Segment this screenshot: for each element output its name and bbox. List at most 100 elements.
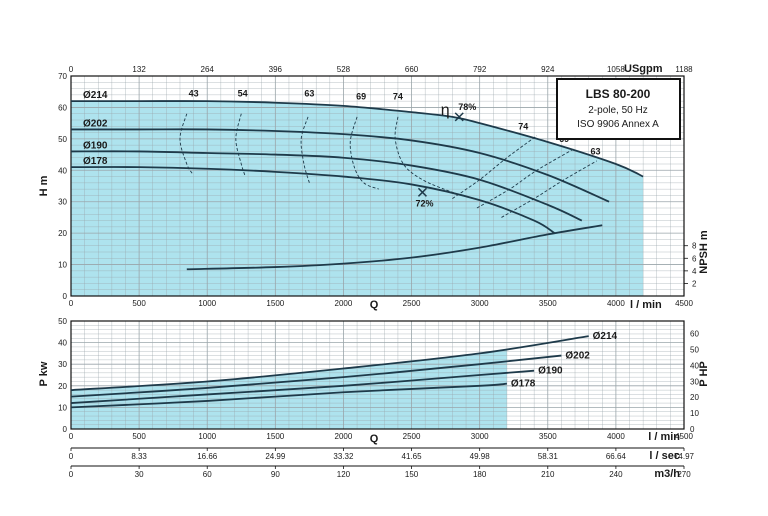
head-curve xyxy=(71,128,610,203)
power-hp-tick: 40 xyxy=(690,361,699,370)
flow-unit-label: l / min xyxy=(648,431,680,443)
usgpm-tick: 660 xyxy=(405,65,419,74)
npsh-curve-group xyxy=(186,224,603,271)
head-axis-label: H m xyxy=(38,175,50,196)
flow-scale-tick: 41.65 xyxy=(402,452,423,461)
npsh-curve xyxy=(186,224,603,271)
chart-subtitle-2: ISO 9906 Annex A xyxy=(577,119,659,130)
bep-markers: η 78% 72% xyxy=(415,102,476,208)
efficiency-label: 63 xyxy=(590,147,600,157)
power-grid xyxy=(70,320,685,430)
head-x-tick: 1500 xyxy=(266,299,284,308)
head-x-tick: 500 xyxy=(132,299,146,308)
power-hp-tick: 10 xyxy=(690,409,699,418)
power-x-tick: 500 xyxy=(132,432,146,441)
head-tick-labels: 0 500 1000 1500 2000 2500 3000 3500 4000 45000102… xyxy=(58,65,697,308)
power-curve xyxy=(70,369,535,404)
bep-cross xyxy=(417,187,427,197)
title-box: LBS 80-200 2-pole, 50 Hz ISO 9906 Annex … xyxy=(556,78,681,140)
power-kw-tick: 40 xyxy=(58,339,67,348)
usgpm-axis-label: USgpm xyxy=(624,63,663,75)
power-x-tick: 1000 xyxy=(198,432,216,441)
head-curve-label: Ø190 xyxy=(83,140,108,151)
head-y-tick: 60 xyxy=(58,103,67,112)
power-hp-tick: 0 xyxy=(690,425,695,434)
flow-unit-label: l / sec xyxy=(649,450,680,462)
head-y-tick: 70 xyxy=(58,72,67,81)
flow-scale-tick: 16.66 xyxy=(197,452,218,461)
usgpm-tick: 132 xyxy=(132,65,146,74)
head-y-tick: 0 xyxy=(63,292,68,301)
head-curve-label: Ø202 xyxy=(83,118,108,129)
bep-value: 78% xyxy=(458,102,476,112)
efficiency-contour xyxy=(452,135,538,199)
efficiency-label: 54 xyxy=(238,88,248,98)
power-x-tick: 3000 xyxy=(471,432,489,441)
efficiency-contour xyxy=(476,147,576,209)
usgpm-tick: 264 xyxy=(201,65,215,74)
flow-scale-tick: 60 xyxy=(203,470,212,479)
power-kw-tick: 50 xyxy=(58,317,67,326)
power-curve-label: Ø202 xyxy=(565,351,590,362)
efficiency-contour xyxy=(501,160,598,218)
power-kw-tick: 30 xyxy=(58,360,67,369)
head-x-tick: 4000 xyxy=(607,299,625,308)
power-chart: 0 500 1000 1500 2000 2500 3000 3500 4000 45000102… xyxy=(38,317,710,445)
flow-scale-tick: 33.32 xyxy=(333,452,354,461)
power-curve-label: Ø178 xyxy=(511,379,536,390)
head-y-tick: 30 xyxy=(58,198,67,207)
head-y-tick: 40 xyxy=(58,166,67,175)
power-curve-label: Ø214 xyxy=(593,331,618,342)
flow-scale-tick: 30 xyxy=(135,470,144,479)
head-curve xyxy=(70,166,556,234)
head-x-unit-label: l / min xyxy=(630,299,662,311)
flow-scale-tick: 8.33 xyxy=(131,452,147,461)
efficiency-label: 63 xyxy=(304,88,314,98)
head-x-tick: 4500 xyxy=(675,299,693,308)
power-x-tick: 0 xyxy=(69,432,74,441)
npsh-axis-label: NPSH m xyxy=(698,230,710,274)
power-x-tick: 4000 xyxy=(607,432,625,441)
power-tick-labels: 0 500 1000 1500 2000 2500 3000 3500 4000 45000102… xyxy=(58,317,699,441)
eta-symbol: η xyxy=(441,102,450,119)
efficiency-contour xyxy=(179,113,193,174)
head-y-tick: 10 xyxy=(58,261,67,270)
usgpm-tick: 0 xyxy=(69,65,74,74)
power-curve xyxy=(70,354,562,398)
flow-scale-tick: 240 xyxy=(609,470,623,479)
flow-scale-tick: 90 xyxy=(271,470,280,479)
power-curves xyxy=(70,335,589,409)
flow-scale-tick: 24.99 xyxy=(265,452,286,461)
usgpm-tick: 924 xyxy=(541,65,555,74)
npsh-tick: 2 xyxy=(692,279,697,288)
head-x-tick: 0 xyxy=(69,299,74,308)
head-x-tick: 3500 xyxy=(539,299,557,308)
flow-scale-tick: 74.97 xyxy=(674,452,695,461)
flow-unit-scales: l / min 0 8.33 16.66 24.99 33.32 41.65 49.98 58.… xyxy=(69,431,695,480)
efficiency-contour xyxy=(235,113,246,177)
power-curve-label: Ø190 xyxy=(538,366,563,377)
head-y-tick: 20 xyxy=(58,229,67,238)
flow-scale-tick: 210 xyxy=(541,470,555,479)
power-hp-tick: 20 xyxy=(690,393,699,402)
flow-scale-tick: 0 xyxy=(69,470,74,479)
flow-scale-tick: 58.31 xyxy=(538,452,559,461)
bep-value: 72% xyxy=(415,198,433,208)
head-x-tick: 3000 xyxy=(471,299,489,308)
efficiency-label: 43 xyxy=(189,88,199,98)
head-chart-frame xyxy=(70,75,685,297)
usgpm-tick: 792 xyxy=(473,65,487,74)
power-kw-tick: 20 xyxy=(58,382,67,391)
power-x-tick: 2000 xyxy=(335,432,353,441)
head-curve-labels: Ø214 Ø202 Ø190 Ø178 xyxy=(83,90,108,167)
flow-scale-tick: 150 xyxy=(405,470,419,479)
power-chart-frame xyxy=(70,320,685,430)
chart-subtitle-1: 2-pole, 50 Hz xyxy=(588,105,647,116)
efficiency-label: 74 xyxy=(518,121,528,131)
power-x-tick: 2500 xyxy=(403,432,421,441)
efficiency-contour xyxy=(300,116,310,183)
power-hp-tick: 50 xyxy=(690,346,699,355)
